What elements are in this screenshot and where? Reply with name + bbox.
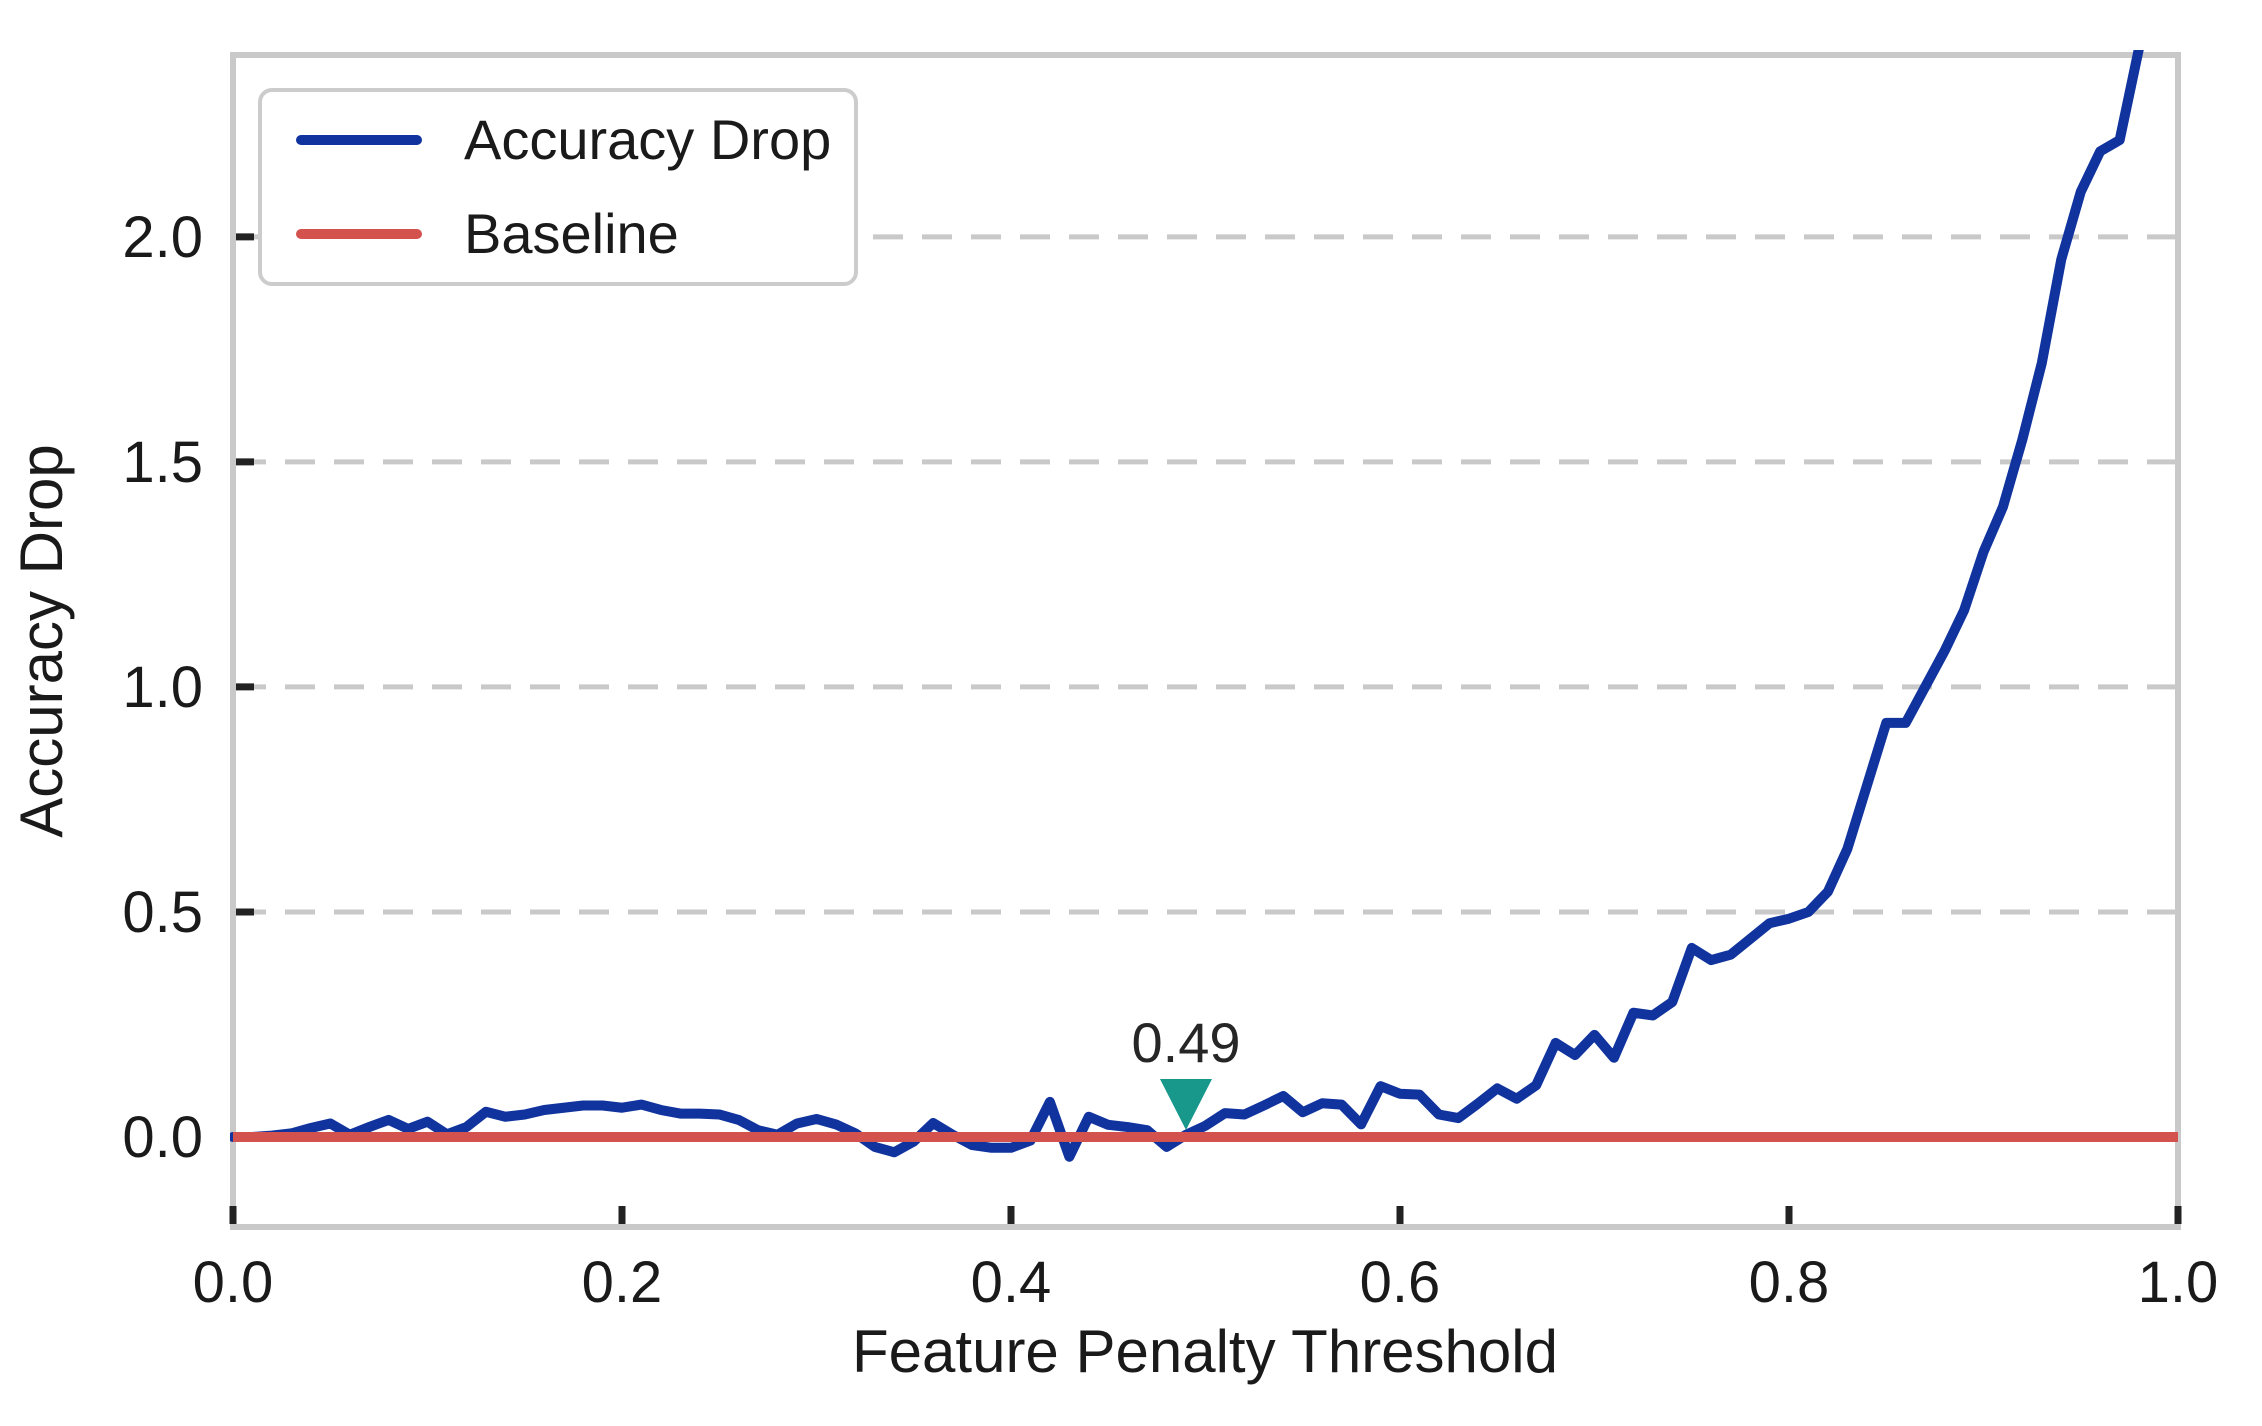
x-tick-label: 0.2	[582, 1250, 663, 1315]
x-tick-labels: 0.0 0.2 0.4 0.6 0.8 1.0	[193, 1250, 2219, 1315]
plot-border-spines	[230, 52, 2181, 1230]
x-tick-label: 0.4	[971, 1250, 1052, 1315]
y-tick-label: 0.5	[122, 880, 203, 945]
y-tick-label: 1.5	[122, 430, 203, 495]
x-tick-label: 0.0	[193, 1250, 274, 1315]
legend-label-baseline: Baseline	[464, 202, 679, 265]
y-tick-labels: 0.0 0.5 1.0 1.5 2.0	[122, 205, 203, 1170]
annotation-label: 0.49	[1132, 1011, 1241, 1074]
legend: Accuracy Drop Baseline	[258, 88, 858, 286]
legend-item-accuracy-drop: Accuracy Drop	[296, 108, 854, 172]
legend-line-accuracy-drop-icon	[296, 135, 422, 145]
gridlines	[236, 234, 2175, 915]
x-tick-label: 0.8	[1749, 1250, 1830, 1315]
y-tick-label: 2.0	[122, 205, 203, 270]
y-axis-label: Accuracy Drop	[8, 444, 75, 837]
y-tick-label: 1.0	[122, 655, 203, 720]
y-tick-label: 0.0	[122, 1105, 203, 1170]
legend-label-accuracy-drop: Accuracy Drop	[464, 108, 832, 171]
annotation-marker-triangle-down-icon	[1160, 1079, 1212, 1130]
legend-line-baseline-icon	[296, 229, 422, 239]
x-tick-label: 0.6	[1360, 1250, 1441, 1315]
legend-item-baseline: Baseline	[296, 202, 854, 266]
x-tick-label: 1.0	[2138, 1250, 2219, 1315]
x-axis-label: Feature Penalty Threshold	[852, 1318, 1558, 1385]
tick-marks	[229, 233, 2182, 1224]
series-lines	[230, 50, 2178, 1162]
